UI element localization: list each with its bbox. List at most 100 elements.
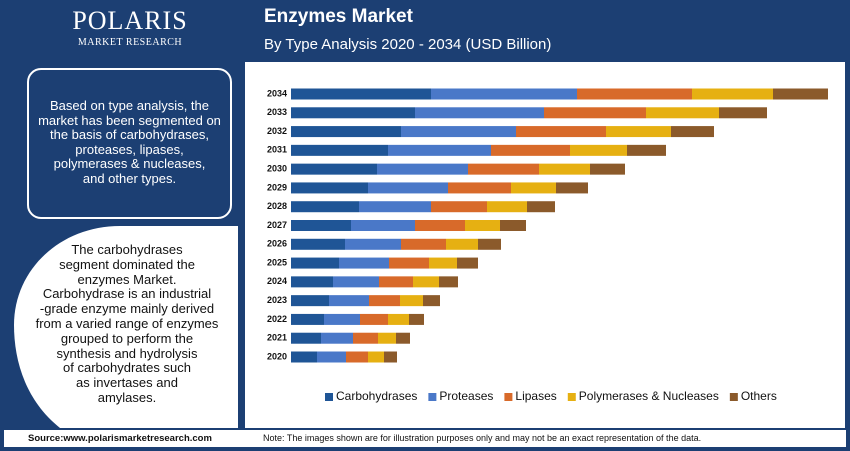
bar-segment bbox=[291, 351, 317, 363]
bar-segment bbox=[671, 126, 714, 138]
bar-segment bbox=[606, 126, 671, 138]
bar-segment bbox=[346, 351, 368, 363]
bar-segment bbox=[291, 201, 359, 213]
bar-segment bbox=[487, 201, 527, 213]
bar-segment bbox=[369, 295, 400, 307]
bar-segment bbox=[291, 313, 324, 325]
bar-segment bbox=[317, 351, 346, 363]
bar-segment bbox=[291, 107, 415, 119]
legend-marker bbox=[428, 393, 437, 401]
bar-segment bbox=[384, 351, 397, 363]
chart-title: Enzymes Market bbox=[264, 6, 413, 27]
text-line: segment dominated the bbox=[59, 256, 195, 272]
bar-segment bbox=[465, 220, 500, 231]
bar-segment bbox=[321, 332, 353, 344]
legend-label: Proteases bbox=[439, 389, 493, 403]
bar-segment bbox=[415, 220, 465, 231]
bar-segment bbox=[423, 295, 440, 307]
highlight-bg bbox=[14, 226, 238, 428]
bar-segment bbox=[448, 182, 511, 194]
bar-segment bbox=[291, 295, 329, 307]
y-tick-label: 2028 bbox=[267, 201, 287, 211]
bar-segment bbox=[324, 313, 360, 325]
legend-marker bbox=[504, 393, 513, 401]
y-tick-label: 2033 bbox=[267, 107, 287, 117]
bar-segment bbox=[646, 107, 719, 119]
highlight-shape bbox=[14, 226, 238, 428]
text-line: from a varied range of enzymes bbox=[35, 315, 219, 331]
text-line: market has been segmented on bbox=[38, 112, 221, 128]
bar-segment bbox=[431, 201, 487, 213]
bar-segment bbox=[556, 182, 588, 194]
bar-segment bbox=[291, 220, 351, 231]
text-line: The carbohydrases bbox=[71, 242, 183, 257]
text-line: -grade enzyme mainly derived bbox=[39, 301, 215, 317]
y-tick-label: 2027 bbox=[267, 220, 287, 230]
bar-segment bbox=[516, 126, 606, 138]
bar-segment bbox=[511, 182, 556, 194]
text-line: synthesis and hydrolysis bbox=[56, 345, 198, 361]
bar-segment bbox=[491, 144, 570, 156]
bar-segment bbox=[401, 126, 516, 138]
bar-segment bbox=[388, 144, 491, 156]
y-tick-label: 2026 bbox=[267, 239, 287, 249]
text-line: Carbohydrase is an industrial bbox=[42, 286, 212, 302]
bar-segment bbox=[719, 107, 767, 119]
bar-segment bbox=[429, 257, 457, 269]
chart: 2034 2033 2032 2031 2030 2029 2028 2027 2026 2025… bbox=[267, 88, 828, 403]
highlight-text: The carbohydrases segment dominated the en… bbox=[22, 242, 232, 406]
text-line: of carbohydrates such bbox=[63, 360, 191, 376]
bar-segment bbox=[291, 257, 339, 269]
bar-segment bbox=[431, 88, 577, 100]
footer-bar bbox=[4, 430, 846, 447]
bar-segment bbox=[291, 144, 388, 156]
info-text: Based on type analysis, the market has be… bbox=[27, 98, 232, 187]
info-box bbox=[27, 68, 232, 219]
y-tick-label: 2034 bbox=[267, 88, 287, 98]
bar-segment bbox=[388, 313, 409, 325]
text-line: proteases, lipases, bbox=[75, 141, 184, 157]
bar-segment bbox=[377, 163, 468, 175]
logo-name: POLARIS bbox=[72, 6, 188, 35]
bar-segment bbox=[468, 163, 539, 175]
bar-segment bbox=[368, 351, 384, 363]
bar-segment bbox=[413, 276, 439, 288]
bar-segment bbox=[389, 257, 429, 269]
bar-segment bbox=[539, 163, 590, 175]
y-tick-label: 2032 bbox=[267, 126, 287, 136]
text-line: as invertases and bbox=[76, 375, 178, 391]
bar-segment bbox=[291, 88, 431, 100]
y-tick-label: 2020 bbox=[267, 351, 287, 361]
y-tick-label: 2025 bbox=[267, 257, 287, 267]
bar-segment bbox=[379, 276, 413, 288]
legend-label: Others bbox=[741, 389, 777, 403]
bar-segment bbox=[291, 126, 401, 138]
y-tick-label: 2022 bbox=[267, 314, 287, 324]
y-tick-label: 2024 bbox=[267, 276, 287, 286]
bar-segment bbox=[415, 107, 544, 119]
text-line: grouped to perform the bbox=[60, 330, 194, 346]
bar-segment bbox=[400, 295, 423, 307]
bar-segment bbox=[291, 332, 321, 344]
legend-marker bbox=[325, 393, 333, 401]
bar-segment bbox=[345, 238, 401, 250]
text-line: amylases. bbox=[97, 389, 157, 405]
bar-segment bbox=[329, 295, 369, 307]
logo-tagline: MARKET RESEARCH bbox=[77, 37, 183, 48]
y-tick-label: 2029 bbox=[267, 182, 287, 192]
bar-segment bbox=[291, 238, 345, 250]
y-tick-label: 2030 bbox=[267, 164, 287, 174]
text-line: polymerases & nucleases, bbox=[53, 156, 206, 172]
y-tick-label: 2023 bbox=[267, 295, 287, 305]
bar-segment bbox=[333, 276, 379, 288]
y-tick-label: 2021 bbox=[267, 333, 287, 343]
bar-segment bbox=[478, 238, 501, 250]
bar-segment bbox=[378, 332, 396, 344]
bar-segment bbox=[401, 238, 446, 250]
bar-segment bbox=[360, 313, 388, 325]
chart-subtitle: By Type Analysis 2020 - 2034 (USD Billio… bbox=[264, 36, 552, 53]
bar-segment bbox=[409, 313, 424, 325]
bar-segment bbox=[446, 238, 478, 250]
text-line: the basis of carbohydrases, bbox=[50, 127, 209, 143]
